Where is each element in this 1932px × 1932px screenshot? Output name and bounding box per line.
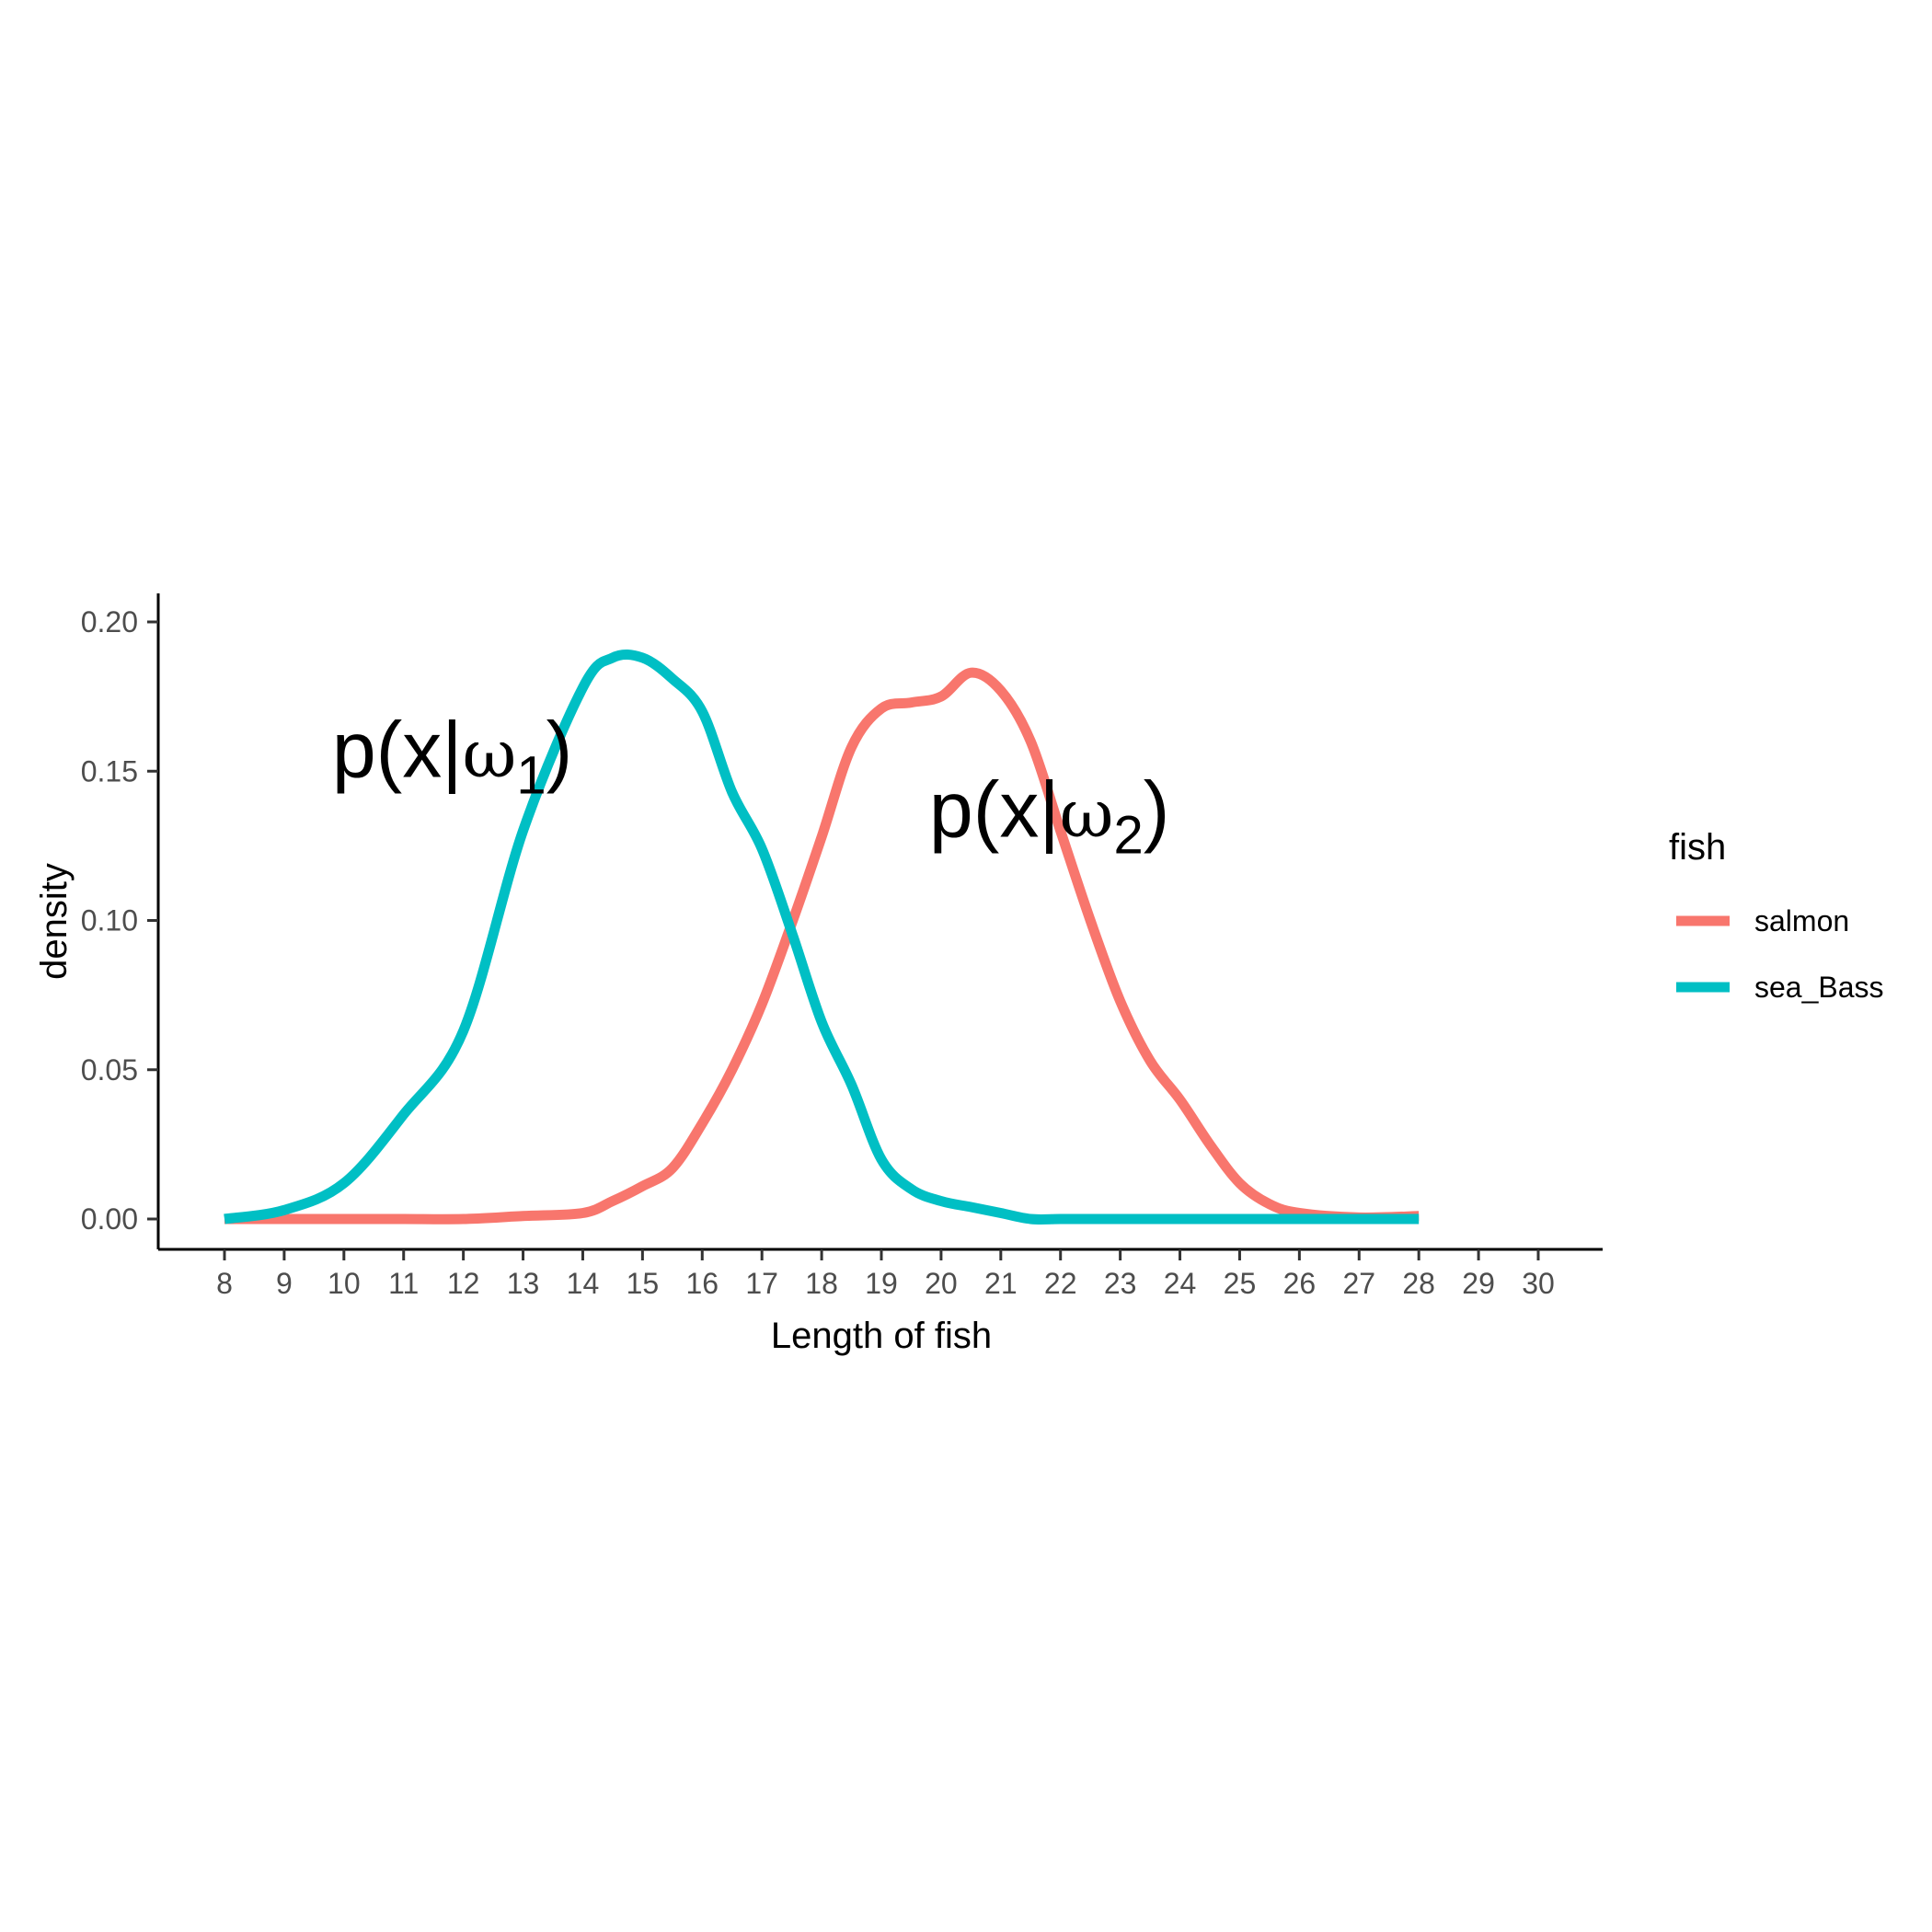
x-tick-label: 15 bbox=[627, 1267, 660, 1300]
x-tick-label: 21 bbox=[984, 1267, 1018, 1300]
annotations: p(x|ω1) p(x|ω2) bbox=[332, 707, 1170, 866]
legend-label-salmon: salmon bbox=[1754, 904, 1849, 937]
x-tick-label: 25 bbox=[1224, 1267, 1257, 1300]
x-tick-label: 30 bbox=[1522, 1267, 1555, 1300]
y-tick-label: 0.20 bbox=[81, 605, 138, 638]
x-tick-label: 24 bbox=[1164, 1267, 1197, 1300]
legend-label-sea-bass: sea_Bass bbox=[1754, 971, 1884, 1004]
x-tick-label: 26 bbox=[1283, 1267, 1317, 1300]
x-tick-label: 10 bbox=[328, 1267, 361, 1300]
annotation-p-x-omega-2: p(x|ω2) bbox=[929, 766, 1169, 866]
legend: fish salmon sea_Bass bbox=[1669, 827, 1884, 1004]
plot-area: p(x|ω1) p(x|ω2) bbox=[224, 649, 1420, 1225]
x-tick-label: 8 bbox=[216, 1267, 233, 1300]
x-tick-label: 22 bbox=[1044, 1267, 1077, 1300]
x-tick-label: 29 bbox=[1462, 1267, 1495, 1300]
y-tick-label: 0.00 bbox=[81, 1202, 138, 1236]
x-tick-label: 13 bbox=[507, 1267, 540, 1300]
y-axis-title: density bbox=[34, 863, 75, 980]
series-lines bbox=[224, 649, 1420, 1225]
y-ticks: 0.00 0.05 0.10 0.15 0.20 bbox=[81, 605, 158, 1236]
x-tick-label: 16 bbox=[685, 1267, 719, 1300]
y-tick-label: 0.15 bbox=[81, 754, 138, 788]
legend-title: fish bbox=[1669, 827, 1726, 868]
x-ticks: 8 9 10 11 12 13 14 15 16 17 18 19 20 21 22 23 24 25 26 27 28… bbox=[216, 1249, 1555, 1300]
x-tick-label: 23 bbox=[1104, 1267, 1137, 1300]
series-line-sea-bass bbox=[224, 649, 1420, 1225]
axes: 8 9 10 11 12 13 14 15 16 17 18 19 20 21 22 23 24 25 26 27 28… bbox=[34, 593, 1603, 1356]
x-tick-label: 17 bbox=[745, 1267, 778, 1300]
x-tick-label: 11 bbox=[388, 1267, 419, 1300]
x-tick-label: 18 bbox=[805, 1267, 838, 1300]
y-tick-label: 0.05 bbox=[81, 1053, 138, 1087]
x-tick-label: 28 bbox=[1402, 1267, 1435, 1300]
x-tick-label: 14 bbox=[567, 1267, 600, 1300]
x-tick-label: 12 bbox=[447, 1267, 480, 1300]
legend-items: salmon sea_Bass bbox=[1676, 904, 1884, 1004]
series-line-salmon bbox=[224, 667, 1420, 1225]
annotation-p-x-omega-1: p(x|ω1) bbox=[332, 707, 572, 806]
x-tick-label: 27 bbox=[1342, 1267, 1375, 1300]
y-tick-label: 0.10 bbox=[81, 904, 138, 937]
x-tick-label: 20 bbox=[925, 1267, 958, 1300]
x-tick-label: 9 bbox=[276, 1267, 293, 1300]
x-tick-label: 19 bbox=[865, 1267, 898, 1300]
x-axis-title: Length of fish bbox=[771, 1316, 992, 1356]
